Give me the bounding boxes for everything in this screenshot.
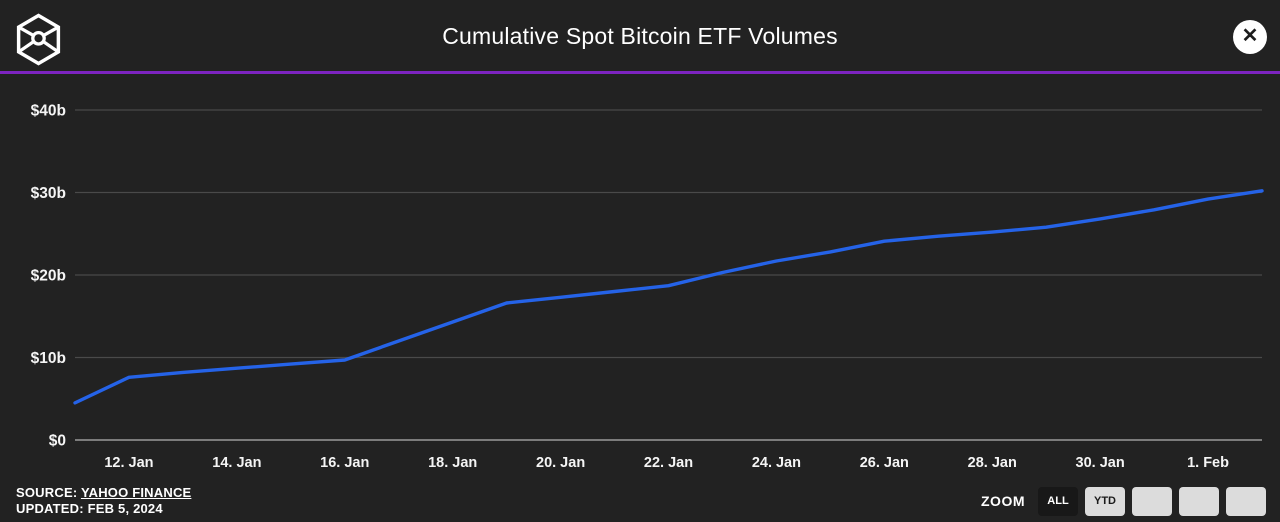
y-tick-label: $40b xyxy=(31,103,66,120)
zoom-button-blank-4[interactable] xyxy=(1226,486,1266,516)
x-tick-label: 22. Jan xyxy=(644,455,693,471)
y-tick-label: $20b xyxy=(31,268,66,285)
close-icon: ✕ xyxy=(1241,25,1259,47)
y-tick-label: $30b xyxy=(31,185,66,202)
chart-area[interactable]: $0 $10b $20b $30b $40b 12. Jan 14. Jan 16. Jan 1… xyxy=(0,74,1280,480)
x-tick-label: 30. Jan xyxy=(1076,455,1125,471)
zoom-button-blank-2[interactable] xyxy=(1132,486,1172,516)
footer: SOURCE: YAHOO FINANCE UPDATED: FEB 5, 20… xyxy=(0,480,1280,522)
x-tick-label: 24. Jan xyxy=(752,455,801,471)
the-block-cube-logo xyxy=(16,13,61,66)
y-tick-label: $0 xyxy=(49,433,66,450)
x-tick-label: 20. Jan xyxy=(536,455,585,471)
source-prefix: SOURCE: xyxy=(16,485,81,500)
page-title: Cumulative Spot Bitcoin ETF Volumes xyxy=(442,22,838,49)
y-tick-label: $10b xyxy=(31,350,66,367)
x-tick-label: 12. Jan xyxy=(104,455,153,471)
line-chart[interactable]: $0 $10b $20b $30b $40b 12. Jan 14. Jan 16. Jan 1… xyxy=(0,74,1280,480)
source-block: SOURCE: YAHOO FINANCE UPDATED: FEB 5, 20… xyxy=(16,485,191,517)
zoom-button-blank-3[interactable] xyxy=(1179,486,1219,516)
x-tick-label: 1. Feb xyxy=(1187,455,1229,471)
zoom-label: ZOOM xyxy=(981,493,1025,509)
source-link[interactable]: YAHOO FINANCE xyxy=(80,485,192,500)
x-tick-label: 28. Jan xyxy=(968,455,1017,471)
close-button[interactable]: ✕ xyxy=(1233,20,1267,54)
zoom-controls: ZOOM ALL YTD xyxy=(981,486,1266,516)
zoom-button-ytd[interactable]: YTD xyxy=(1085,486,1125,516)
zoom-button-all[interactable]: ALL xyxy=(1038,486,1078,516)
x-tick-label: 16. Jan xyxy=(320,455,369,471)
purple-divider xyxy=(0,71,1280,74)
x-tick-label: 26. Jan xyxy=(860,455,909,471)
updated-line: UPDATED: FEB 5, 2024 xyxy=(16,501,163,516)
x-tick-label: 18. Jan xyxy=(428,455,477,471)
header: Cumulative Spot Bitcoin ETF Volumes ✕ xyxy=(0,0,1280,72)
source-line: SOURCE: YAHOO FINANCE xyxy=(16,485,191,501)
x-tick-label: 14. Jan xyxy=(212,455,261,471)
etf-volume-series-line xyxy=(73,189,1264,405)
